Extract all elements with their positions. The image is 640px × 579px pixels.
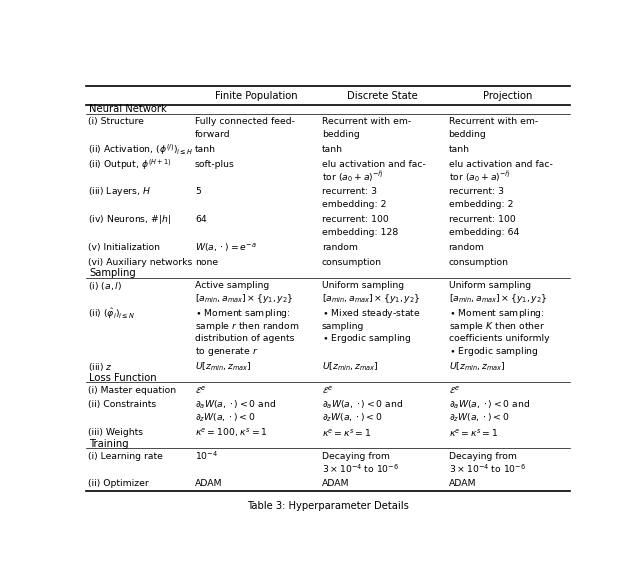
Text: sample $r$ then random: sample $r$ then random [195,320,300,332]
Text: $U[z_{min},z_{max}]$: $U[z_{min},z_{max}]$ [322,360,378,373]
Text: recurrent: 3: recurrent: 3 [449,188,504,196]
Text: none: none [195,258,218,267]
Text: Uniform sampling: Uniform sampling [322,281,404,290]
Text: Finite Population: Finite Population [214,91,297,101]
Text: recurrent: 3: recurrent: 3 [322,188,377,196]
Text: elu activation and fac-: elu activation and fac- [322,160,426,168]
Text: $W(a,\cdot)=e^{-a}$: $W(a,\cdot)=e^{-a}$ [195,241,257,254]
Text: 64: 64 [195,215,207,224]
Text: $10^{-4}$: $10^{-4}$ [195,450,218,463]
Text: Recurrent with em-: Recurrent with em- [322,117,411,126]
Text: (ii) Output, $\phi^{(H+1)}$: (ii) Output, $\phi^{(H+1)}$ [88,157,172,171]
Text: consumption: consumption [322,258,382,267]
Text: embedding: 128: embedding: 128 [322,228,398,237]
Text: $\bullet$ Mixed steady-state: $\bullet$ Mixed steady-state [322,307,420,320]
Text: $\partial_z W(a,\cdot)<0$: $\partial_z W(a,\cdot)<0$ [322,412,382,424]
Text: $[a_{min},a_{max}]\times\{y_1,y_2\}$: $[a_{min},a_{max}]\times\{y_1,y_2\}$ [322,292,420,305]
Text: (v) Initialization: (v) Initialization [88,243,161,252]
Text: $\partial_z W(a,\cdot)<0$: $\partial_z W(a,\cdot)<0$ [449,412,509,424]
Text: tor $(a_0+a)^{-\tilde{\eta}}$: tor $(a_0+a)^{-\tilde{\eta}}$ [449,170,510,185]
Text: Table 3: Hyperparameter Details: Table 3: Hyperparameter Details [247,501,409,511]
Text: ADAM: ADAM [195,479,223,488]
Text: $\mathcal{E}^e$: $\mathcal{E}^e$ [195,384,206,396]
Text: $[a_{min},a_{max}]\times\{y_1,y_2\}$: $[a_{min},a_{max}]\times\{y_1,y_2\}$ [195,292,294,305]
Text: (iii) Layers, $H$: (iii) Layers, $H$ [88,185,152,199]
Text: forward: forward [195,130,230,139]
Text: Fully connected feed-: Fully connected feed- [195,117,295,126]
Text: (iv) Neurons, $\#|h|$: (iv) Neurons, $\#|h|$ [88,213,172,226]
Text: (ii) $(\hat{\varphi}_i)_{i\leq N}$: (ii) $(\hat{\varphi}_i)_{i\leq N}$ [88,306,136,321]
Text: $\partial_a W(a,\cdot) < 0$ and: $\partial_a W(a,\cdot) < 0$ and [195,399,276,411]
Text: $\mathcal{E}^e$: $\mathcal{E}^e$ [449,384,460,396]
Text: $\mathcal{E}^e$: $\mathcal{E}^e$ [322,384,333,396]
Text: $\partial_a W(a,\cdot) < 0$ and: $\partial_a W(a,\cdot) < 0$ and [322,399,403,411]
Text: Decaying from: Decaying from [449,452,516,461]
Text: bedding: bedding [449,130,486,139]
Text: tanh: tanh [195,145,216,154]
Text: sampling: sampling [322,322,364,331]
Text: embedding: 2: embedding: 2 [322,200,387,209]
Text: (iii) Weights: (iii) Weights [88,428,143,437]
Text: $\kappa^e=\kappa^s=1$: $\kappa^e=\kappa^s=1$ [449,427,498,439]
Text: coefficients uniformly: coefficients uniformly [449,335,549,343]
Text: $\partial_z W(a,\cdot)<0$: $\partial_z W(a,\cdot)<0$ [195,412,255,424]
Text: random: random [449,243,484,252]
Text: to generate $r$: to generate $r$ [195,345,259,358]
Text: elu activation and fac-: elu activation and fac- [449,160,552,168]
Text: 5: 5 [195,188,201,196]
Text: embedding: 2: embedding: 2 [449,200,513,209]
Text: soft-plus: soft-plus [195,160,235,168]
Text: random: random [322,243,358,252]
Text: (ii) Optimizer: (ii) Optimizer [88,479,149,488]
Text: $\bullet$ Moment sampling:: $\bullet$ Moment sampling: [449,307,545,320]
Text: Sampling: Sampling [89,269,136,278]
Text: ADAM: ADAM [449,479,476,488]
Text: $[a_{min},a_{max}]\times\{y_1,y_2\}$: $[a_{min},a_{max}]\times\{y_1,y_2\}$ [449,292,547,305]
Text: $\partial_a W(a,\cdot) < 0$ and: $\partial_a W(a,\cdot) < 0$ and [449,399,530,411]
Text: sample $K$ then other: sample $K$ then other [449,320,545,332]
Text: recurrent: 100: recurrent: 100 [322,215,388,224]
Text: (ii) Activation, $(\phi^{(i)})_{i\leq H}$: (ii) Activation, $(\phi^{(i)})_{i\leq H}… [88,142,194,157]
Text: Neural Network: Neural Network [89,104,166,115]
Text: Projection: Projection [483,91,532,101]
Text: (i) Master equation: (i) Master equation [88,386,177,395]
Text: Decaying from: Decaying from [322,452,390,461]
Text: (i) Structure: (i) Structure [88,117,144,126]
Text: (i) Learning rate: (i) Learning rate [88,452,163,461]
Text: Loss Function: Loss Function [89,373,157,383]
Text: $\kappa^e=\kappa^s=1$: $\kappa^e=\kappa^s=1$ [322,427,371,439]
Text: tor $(a_0+a)^{-\tilde{\eta}}$: tor $(a_0+a)^{-\tilde{\eta}}$ [322,170,383,185]
Text: Recurrent with em-: Recurrent with em- [449,117,538,126]
Text: tanh: tanh [449,145,470,154]
Text: (iii) $z$: (iii) $z$ [88,361,113,373]
Text: $\bullet$ Ergodic sampling: $\bullet$ Ergodic sampling [322,332,412,346]
Text: bedding: bedding [322,130,360,139]
Text: $\bullet$ Moment sampling:: $\bullet$ Moment sampling: [195,307,291,320]
Text: (vi) Auxiliary networks: (vi) Auxiliary networks [88,258,193,267]
Text: $3\times10^{-4}$ to $10^{-6}$: $3\times10^{-4}$ to $10^{-6}$ [322,463,399,475]
Text: Discrete State: Discrete State [348,91,418,101]
Text: $\bullet$ Ergodic sampling: $\bullet$ Ergodic sampling [449,345,538,358]
Text: Active sampling: Active sampling [195,281,269,290]
Text: embedding: 64: embedding: 64 [449,228,519,237]
Text: (i) $(a,l)$: (i) $(a,l)$ [88,280,122,292]
Text: ADAM: ADAM [322,479,349,488]
Text: $\kappa^e=100$, $\kappa^s=1$: $\kappa^e=100$, $\kappa^s=1$ [195,426,268,439]
Text: Uniform sampling: Uniform sampling [449,281,531,290]
Text: Training: Training [89,439,129,449]
Text: $U[z_{min},z_{max}]$: $U[z_{min},z_{max}]$ [449,360,505,373]
Text: recurrent: 100: recurrent: 100 [449,215,515,224]
Text: tanh: tanh [322,145,343,154]
Text: (ii) Constraints: (ii) Constraints [88,401,157,409]
Text: $3\times10^{-4}$ to $10^{-6}$: $3\times10^{-4}$ to $10^{-6}$ [449,463,525,475]
Text: consumption: consumption [449,258,509,267]
Text: $U[z_{min},z_{max}]$: $U[z_{min},z_{max}]$ [195,360,252,373]
Text: distribution of agents: distribution of agents [195,335,294,343]
